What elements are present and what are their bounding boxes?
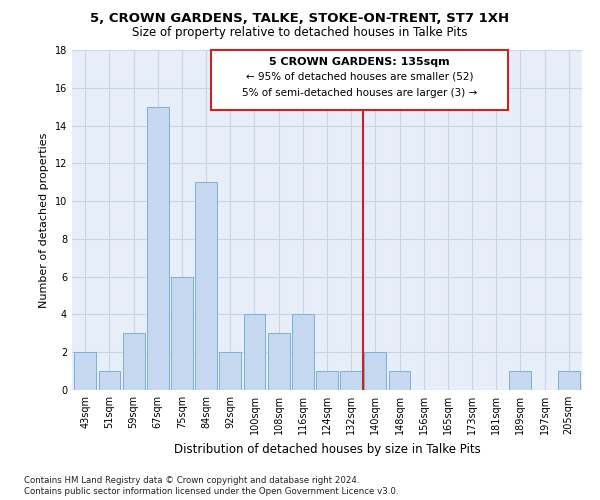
Bar [244, 314, 265, 390]
Y-axis label: Number of detached properties: Number of detached properties [39, 132, 49, 308]
Bar [292, 314, 314, 390]
Bar [389, 371, 410, 390]
Bar [340, 371, 362, 390]
Bar [558, 371, 580, 390]
Text: Contains public sector information licensed under the Open Government Licence v3: Contains public sector information licen… [24, 487, 398, 496]
Bar [316, 371, 338, 390]
Text: 5 CROWN GARDENS: 135sqm: 5 CROWN GARDENS: 135sqm [269, 56, 450, 66]
Bar [147, 106, 169, 390]
FancyBboxPatch shape [211, 50, 508, 110]
Bar [98, 371, 121, 390]
Text: 5% of semi-detached houses are larger (3) →: 5% of semi-detached houses are larger (3… [242, 88, 477, 98]
Bar [123, 334, 145, 390]
Bar [220, 352, 241, 390]
Bar [509, 371, 531, 390]
Bar [74, 352, 96, 390]
Text: Size of property relative to detached houses in Talke Pits: Size of property relative to detached ho… [132, 26, 468, 39]
X-axis label: Distribution of detached houses by size in Talke Pits: Distribution of detached houses by size … [173, 442, 481, 456]
Text: Contains HM Land Registry data © Crown copyright and database right 2024.: Contains HM Land Registry data © Crown c… [24, 476, 359, 485]
Bar [268, 334, 290, 390]
Text: 5, CROWN GARDENS, TALKE, STOKE-ON-TRENT, ST7 1XH: 5, CROWN GARDENS, TALKE, STOKE-ON-TRENT,… [91, 12, 509, 26]
Text: ← 95% of detached houses are smaller (52): ← 95% of detached houses are smaller (52… [246, 72, 473, 82]
Bar [171, 276, 193, 390]
Bar [364, 352, 386, 390]
Bar [195, 182, 217, 390]
